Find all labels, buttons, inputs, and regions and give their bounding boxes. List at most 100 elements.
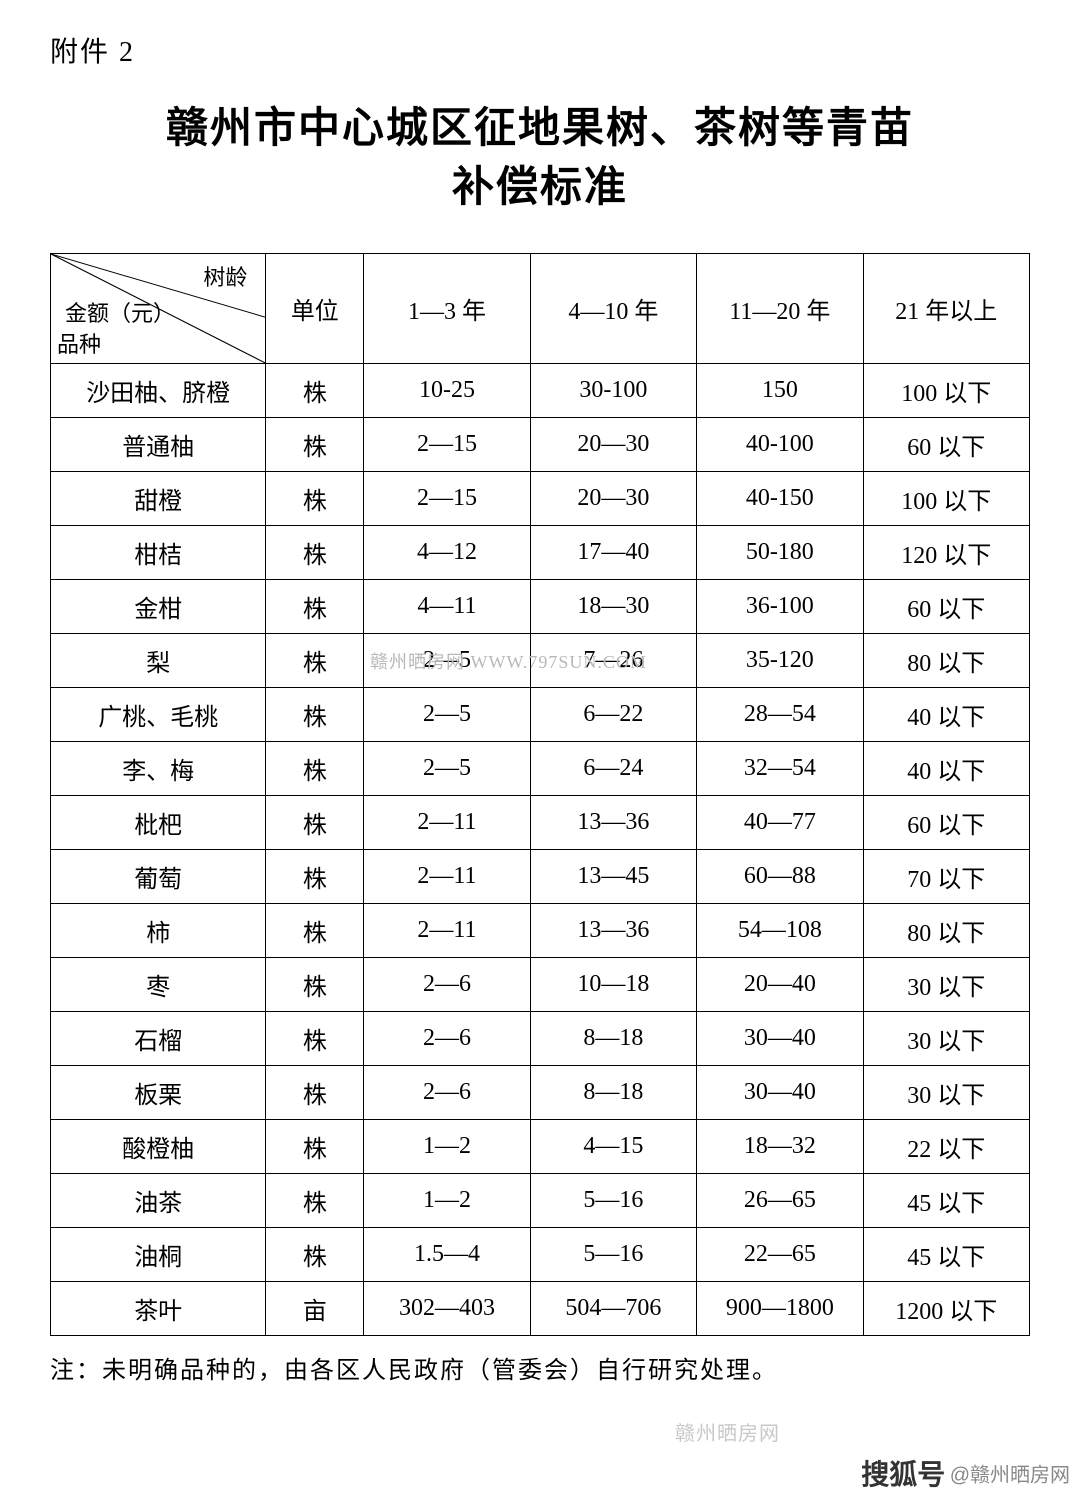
cell-a3: 150 <box>697 363 863 417</box>
cell-a3: 54—108 <box>697 903 863 957</box>
cell-unit: 株 <box>266 579 364 633</box>
cell-a1: 1—2 <box>364 1173 530 1227</box>
cell-a2: 7—26 <box>530 633 696 687</box>
table-row: 葡萄株2—1113—4560—8870 以下 <box>51 849 1030 903</box>
cell-a1: 2—5 <box>364 633 530 687</box>
sohu-account: @赣州晒房网 <box>950 1465 1070 1487</box>
cell-a2: 8—18 <box>530 1011 696 1065</box>
table-row: 酸橙柚株1—24—1518—3222 以下 <box>51 1119 1030 1173</box>
cell-a2: 13—45 <box>530 849 696 903</box>
cell-species: 甜橙 <box>51 471 266 525</box>
cell-a4: 60 以下 <box>863 579 1029 633</box>
title-line-2: 补偿标准 <box>452 165 628 211</box>
cell-a1: 2—11 <box>364 849 530 903</box>
cell-unit: 株 <box>266 633 364 687</box>
cell-unit: 株 <box>266 1119 364 1173</box>
table-row: 枣株2—610—1820—4030 以下 <box>51 957 1030 1011</box>
cell-a1: 2—11 <box>364 795 530 849</box>
table-row: 梨株2—57—2635-12080 以下 <box>51 633 1030 687</box>
header-age-11-20: 11—20 年 <box>697 253 863 363</box>
cell-unit: 株 <box>266 741 364 795</box>
cell-a4: 45 以下 <box>863 1227 1029 1281</box>
cell-unit: 株 <box>266 417 364 471</box>
cell-unit: 株 <box>266 687 364 741</box>
cell-a3: 40-100 <box>697 417 863 471</box>
cell-unit: 株 <box>266 903 364 957</box>
table-row: 普通柚株2—1520—3040-10060 以下 <box>51 417 1030 471</box>
header-age-21-plus: 21 年以上 <box>863 253 1029 363</box>
cell-a4: 40 以下 <box>863 741 1029 795</box>
table-row: 油桐株1.5—45—1622—6545 以下 <box>51 1227 1030 1281</box>
table-row: 李、梅株2—56—2432—5440 以下 <box>51 741 1030 795</box>
cell-a1: 4—11 <box>364 579 530 633</box>
table-row: 柑桔株4—1217—4050-180120 以下 <box>51 525 1030 579</box>
table-row: 茶叶亩302—403504—706900—18001200 以下 <box>51 1281 1030 1335</box>
cell-a4: 80 以下 <box>863 903 1029 957</box>
cell-a4: 30 以下 <box>863 1011 1029 1065</box>
table-row: 广桃、毛桃株2—56—2228—5440 以下 <box>51 687 1030 741</box>
compensation-table: 树龄 金额（元） 品种 单位 1—3 年 4—10 年 11—20 年 21 年… <box>50 253 1030 1336</box>
cell-a2: 13—36 <box>530 903 696 957</box>
cell-a3: 20—40 <box>697 957 863 1011</box>
cell-a4: 40 以下 <box>863 687 1029 741</box>
cell-unit: 株 <box>266 525 364 579</box>
cell-a4: 30 以下 <box>863 1065 1029 1119</box>
cell-unit: 株 <box>266 957 364 1011</box>
cell-species: 沙田柚、脐橙 <box>51 363 266 417</box>
table-body: 沙田柚、脐橙株10-2530-100150100 以下普通柚株2—1520—30… <box>51 363 1030 1335</box>
header-tree-age: 树龄 <box>203 260 247 292</box>
cell-species: 板栗 <box>51 1065 266 1119</box>
cell-a2: 30-100 <box>530 363 696 417</box>
cell-unit: 株 <box>266 795 364 849</box>
header-species: 品种 <box>57 327 101 359</box>
attachment-label: 附件 2 <box>50 30 1030 70</box>
cell-a3: 30—40 <box>697 1065 863 1119</box>
cell-a1: 2—15 <box>364 417 530 471</box>
cell-a1: 2—11 <box>364 903 530 957</box>
cell-a1: 10-25 <box>364 363 530 417</box>
cell-a1: 2—5 <box>364 741 530 795</box>
cell-unit: 株 <box>266 471 364 525</box>
header-amount: 金额（元） <box>65 296 175 328</box>
cell-species: 油茶 <box>51 1173 266 1227</box>
table-row: 油茶株1—25—1626—6545 以下 <box>51 1173 1030 1227</box>
cell-a3: 60—88 <box>697 849 863 903</box>
cell-a4: 60 以下 <box>863 417 1029 471</box>
cell-species: 石榴 <box>51 1011 266 1065</box>
cell-species: 茶叶 <box>51 1281 266 1335</box>
cell-a4: 70 以下 <box>863 849 1029 903</box>
header-age-4-10: 4—10 年 <box>530 253 696 363</box>
cell-a4: 100 以下 <box>863 471 1029 525</box>
table-header-row: 树龄 金额（元） 品种 单位 1—3 年 4—10 年 11—20 年 21 年… <box>51 253 1030 363</box>
cell-a2: 5—16 <box>530 1173 696 1227</box>
cell-a2: 18—30 <box>530 579 696 633</box>
table-row: 金柑株4—1118—3036-10060 以下 <box>51 579 1030 633</box>
cell-a3: 50-180 <box>697 525 863 579</box>
cell-a4: 1200 以下 <box>863 1281 1029 1335</box>
cell-a1: 1.5—4 <box>364 1227 530 1281</box>
cell-a3: 32—54 <box>697 741 863 795</box>
cell-a3: 35-120 <box>697 633 863 687</box>
cell-species: 梨 <box>51 633 266 687</box>
cell-a1: 1—2 <box>364 1119 530 1173</box>
cell-a2: 5—16 <box>530 1227 696 1281</box>
cell-a3: 22—65 <box>697 1227 863 1281</box>
cell-species: 葡萄 <box>51 849 266 903</box>
cell-a2: 4—15 <box>530 1119 696 1173</box>
cell-a3: 28—54 <box>697 687 863 741</box>
cell-species: 广桃、毛桃 <box>51 687 266 741</box>
title-line-1: 赣州市中心城区征地果树、茶树等青苗 <box>166 106 914 152</box>
cell-species: 李、梅 <box>51 741 266 795</box>
cell-a3: 40—77 <box>697 795 863 849</box>
cell-a4: 45 以下 <box>863 1173 1029 1227</box>
cell-species: 枣 <box>51 957 266 1011</box>
cell-species: 枇杷 <box>51 795 266 849</box>
footer-watermark: 搜狐号 @赣州晒房网 <box>861 1453 1070 1493</box>
cell-a4: 80 以下 <box>863 633 1029 687</box>
cell-a1: 2—6 <box>364 1065 530 1119</box>
cell-a4: 60 以下 <box>863 795 1029 849</box>
cell-unit: 株 <box>266 363 364 417</box>
page-title: 赣州市中心城区征地果树、茶树等青苗 补偿标准 <box>50 100 1030 218</box>
cell-a3: 18—32 <box>697 1119 863 1173</box>
cell-a1: 2—5 <box>364 687 530 741</box>
